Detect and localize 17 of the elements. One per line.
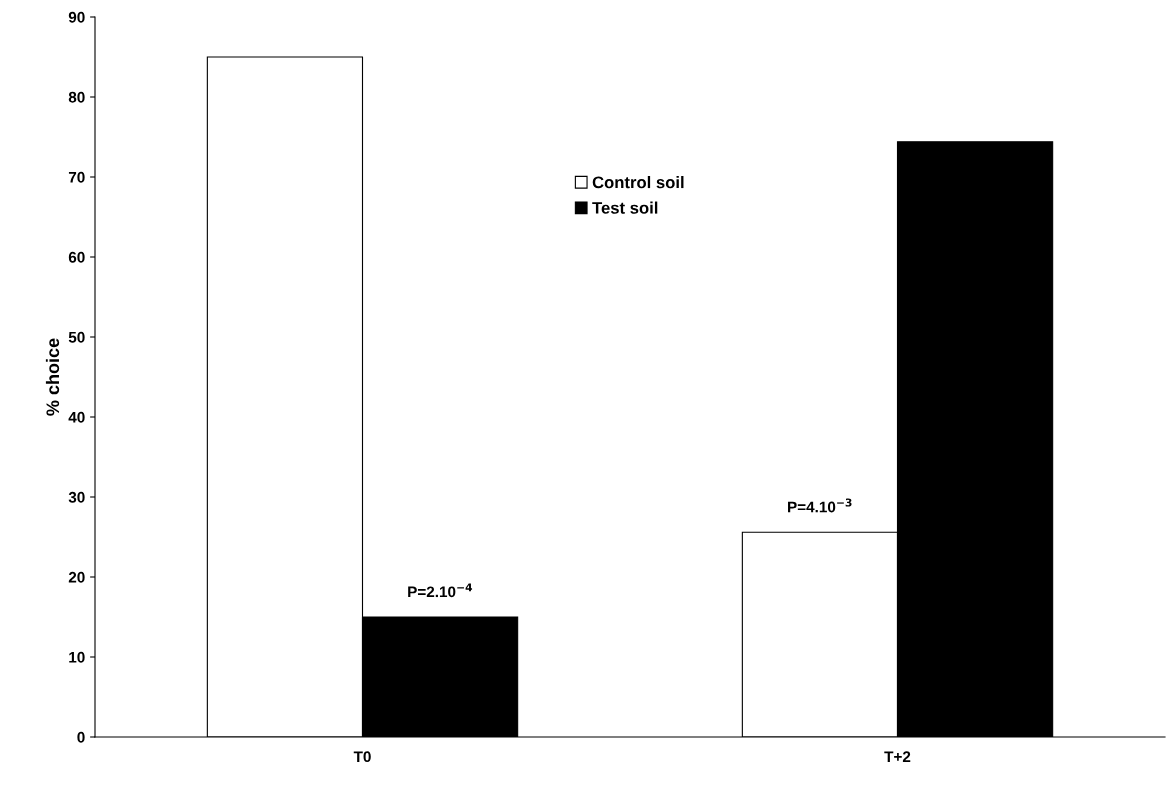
annotation: P=4.10$^{−3}$ bbox=[788, 498, 852, 513]
x-tick-label: T+2 bbox=[884, 751, 911, 762]
y-tick-label: 20 bbox=[68, 571, 85, 583]
y-tick-label: 80 bbox=[68, 91, 85, 103]
annotation: P=2.10$^{−4}$ bbox=[408, 583, 473, 598]
y-tick-label: 70 bbox=[68, 171, 85, 183]
x-tick-label: T0 bbox=[353, 751, 371, 763]
y-tick-label: 30 bbox=[68, 491, 85, 503]
y-tick-label: 60 bbox=[68, 251, 85, 263]
y-axis-title: % choice bbox=[45, 338, 60, 416]
y-tick-label: 0 bbox=[77, 731, 85, 743]
legend-label: Test soil bbox=[592, 201, 658, 214]
y-tick-label: 10 bbox=[69, 651, 85, 663]
legend-label: Control soil bbox=[592, 176, 684, 189]
y-tick-label: 50 bbox=[68, 331, 85, 343]
y-tick-label: 40 bbox=[68, 411, 85, 423]
y-tick-label: 90 bbox=[68, 11, 85, 23]
